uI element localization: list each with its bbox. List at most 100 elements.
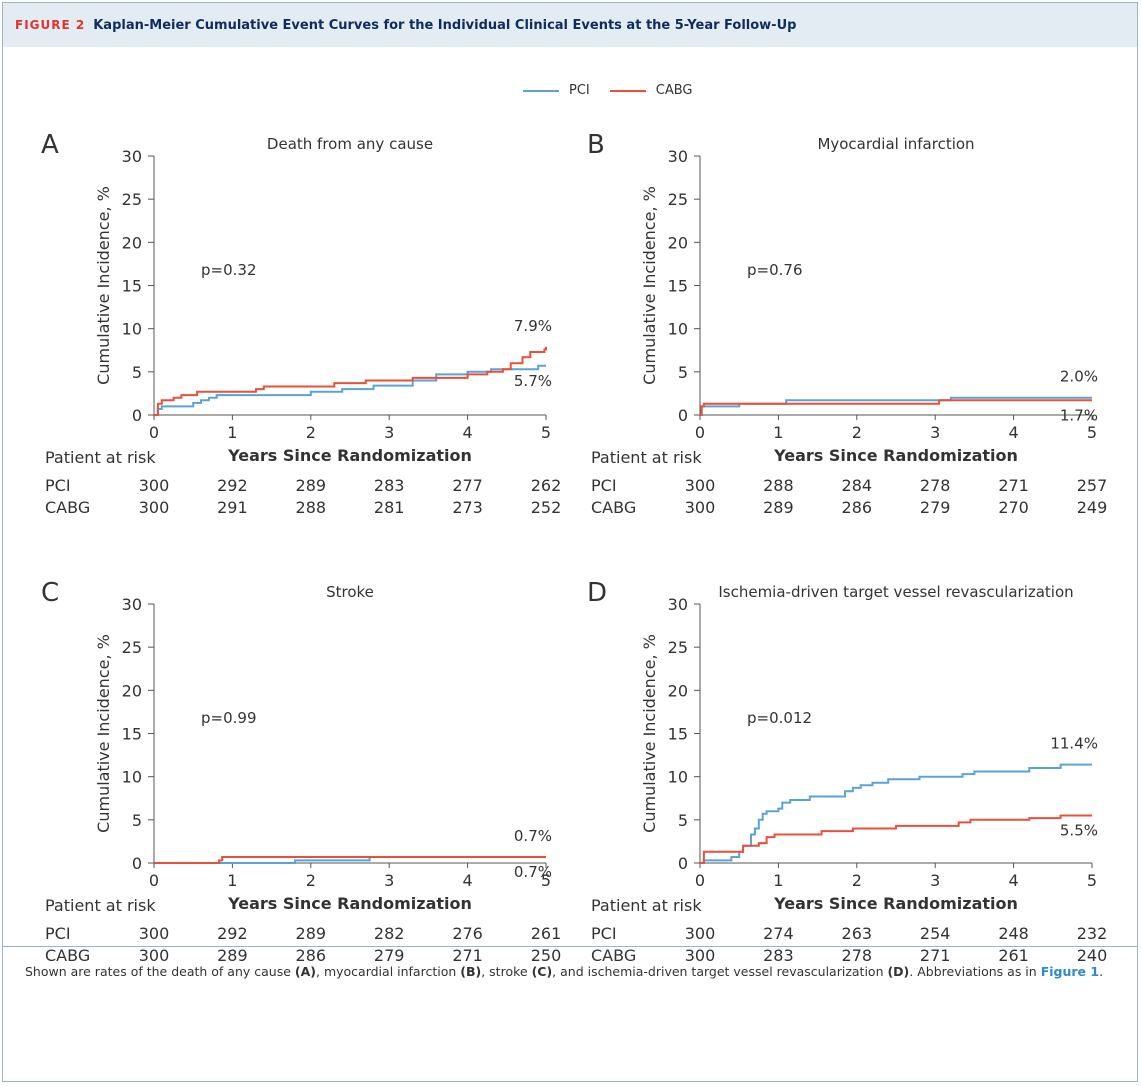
x-tick-label: 2 (306, 871, 316, 890)
risk-value-cabg: 252 (530, 498, 562, 517)
risk-label-pci: PCI (591, 924, 617, 943)
panel-title: Stroke (326, 583, 374, 601)
risk-value-pci: 257 (1076, 476, 1108, 495)
risk-value-pci: 262 (530, 476, 562, 495)
y-axis-label: Cumulative Incidence, % (94, 634, 113, 833)
end-label-bottom: 5.5% (1060, 822, 1098, 840)
y-tick-label: 15 (122, 725, 142, 744)
risk-value-cabg: 250 (530, 946, 562, 965)
y-tick-label: 0 (132, 406, 142, 425)
x-tick-label: 1 (773, 423, 783, 442)
series-line-cabg (700, 399, 1092, 416)
risk-value-cabg: 291 (217, 498, 248, 517)
y-tick-label: 30 (122, 595, 142, 614)
risk-value-cabg: 271 (452, 946, 483, 965)
risk-row-cabg: CABG 300 283 278 271 261 240 (587, 946, 1127, 966)
x-axis-label: Years Since Randomization (773, 446, 1018, 465)
risk-row-cabg: CABG 300 291 288 281 273 252 (41, 498, 581, 518)
x-axis-label: Years Since Randomization (227, 446, 472, 465)
panel-a: A Death from any cause 0 5 10 15 20 25 30 0 1 2 3 4 5… (41, 130, 593, 550)
y-tick-label: 25 (122, 190, 142, 209)
caption-ref-c: (C) (531, 964, 553, 979)
risk-label-cabg: CABG (591, 498, 637, 517)
legend-swatch-cabg (609, 89, 646, 92)
risk-row-pci: PCI 300 288 284 278 271 257 (587, 476, 1127, 496)
x-tick-label: 5 (541, 423, 551, 442)
risk-value-pci: 288 (763, 476, 794, 495)
risk-value-pci: 277 (452, 476, 483, 495)
x-tick-label: 0 (149, 871, 159, 890)
risk-value-cabg: 300 (684, 498, 716, 517)
risk-value-pci: 300 (138, 924, 170, 943)
y-tick-label: 5 (678, 811, 688, 830)
end-label-top: 0.7% (514, 827, 552, 845)
caption-ref-d: (D) (887, 964, 910, 979)
x-tick-label: 1 (773, 871, 783, 890)
series-line-pci (700, 763, 1092, 864)
y-tick-label: 10 (668, 320, 688, 339)
risk-value-pci: 271 (998, 476, 1029, 495)
risk-value-cabg: 240 (1076, 946, 1108, 965)
risk-value-cabg: 273 (452, 498, 483, 517)
risk-value-cabg: 300 (138, 498, 170, 517)
end-label-top: 11.4% (1050, 735, 1098, 753)
x-tick-label: 2 (306, 423, 316, 442)
panel-title: Myocardial infarction (817, 135, 974, 153)
risk-value-pci: 300 (684, 924, 716, 943)
risk-heading: Patient at risk (591, 448, 702, 467)
x-tick-label: 0 (149, 423, 159, 442)
panel-c-plot: Stroke 0 5 10 15 20 25 30 0 1 2 3 4 5 Cumulative Incid… (94, 583, 552, 913)
risk-row-pci: PCI 300 292 289 282 276 261 (41, 924, 581, 944)
x-tick-label: 3 (384, 871, 394, 890)
y-axis-label: Cumulative Incidence, % (640, 634, 659, 833)
y-axis-label: Cumulative Incidence, % (640, 186, 659, 385)
y-tick-label: 15 (668, 725, 688, 744)
risk-value-cabg: 279 (919, 498, 951, 517)
y-tick-label: 20 (122, 233, 142, 252)
risk-value-pci: 300 (138, 476, 170, 495)
y-tick-label: 20 (122, 681, 142, 700)
x-tick-label: 2 (852, 423, 862, 442)
y-tick-label: 10 (668, 768, 688, 787)
x-tick-label: 0 (695, 871, 705, 890)
risk-value-cabg: 281 (373, 498, 405, 517)
x-tick-label: 4 (463, 871, 473, 890)
y-tick-label: 10 (122, 768, 142, 787)
panel-d-plot: Ischemia-driven target vessel revascular… (640, 583, 1098, 913)
caption-text: , myocardial infarction (316, 964, 461, 979)
figure-1-link[interactable]: Figure 1 (1040, 964, 1100, 979)
chart-legend: PCI CABG (523, 83, 713, 98)
risk-value-cabg: 289 (763, 498, 794, 517)
panel-letter: A (41, 130, 59, 160)
risk-value-pci: 292 (217, 924, 248, 943)
x-axis-label: Years Since Randomization (227, 894, 472, 913)
y-tick-label: 30 (668, 595, 688, 614)
caption-text: Shown are rates of the death of any caus… (25, 964, 295, 979)
end-label-bottom: 5.7% (514, 372, 552, 390)
risk-value-cabg: 261 (998, 946, 1029, 965)
risk-value-cabg: 288 (295, 498, 327, 517)
y-tick-label: 5 (132, 363, 142, 382)
x-tick-label: 4 (463, 423, 473, 442)
p-value-label: p=0.76 (747, 261, 803, 279)
risk-label-pci: PCI (591, 476, 617, 495)
figure-title: Kaplan-Meier Cumulative Event Curves for… (93, 17, 797, 33)
end-label-top: 2.0% (1060, 368, 1098, 386)
series-line-cabg (154, 346, 547, 416)
risk-value-cabg: 300 (684, 946, 716, 965)
y-tick-label: 5 (132, 811, 142, 830)
y-tick-label: 0 (132, 854, 142, 873)
y-tick-label: 25 (668, 638, 688, 657)
y-tick-label: 0 (678, 406, 688, 425)
y-tick-label: 25 (122, 638, 142, 657)
legend-item-pci: PCI (523, 83, 590, 98)
caption-ref-a: (A) (294, 964, 316, 979)
risk-value-cabg: 289 (217, 946, 248, 965)
x-axis-label: Years Since Randomization (773, 894, 1018, 913)
panel-title: Ischemia-driven target vessel revascular… (718, 583, 1073, 601)
x-tick-label: 3 (930, 871, 940, 890)
risk-value-cabg: 286 (841, 498, 873, 517)
risk-value-pci: 300 (684, 476, 716, 495)
y-tick-label: 15 (668, 277, 688, 296)
